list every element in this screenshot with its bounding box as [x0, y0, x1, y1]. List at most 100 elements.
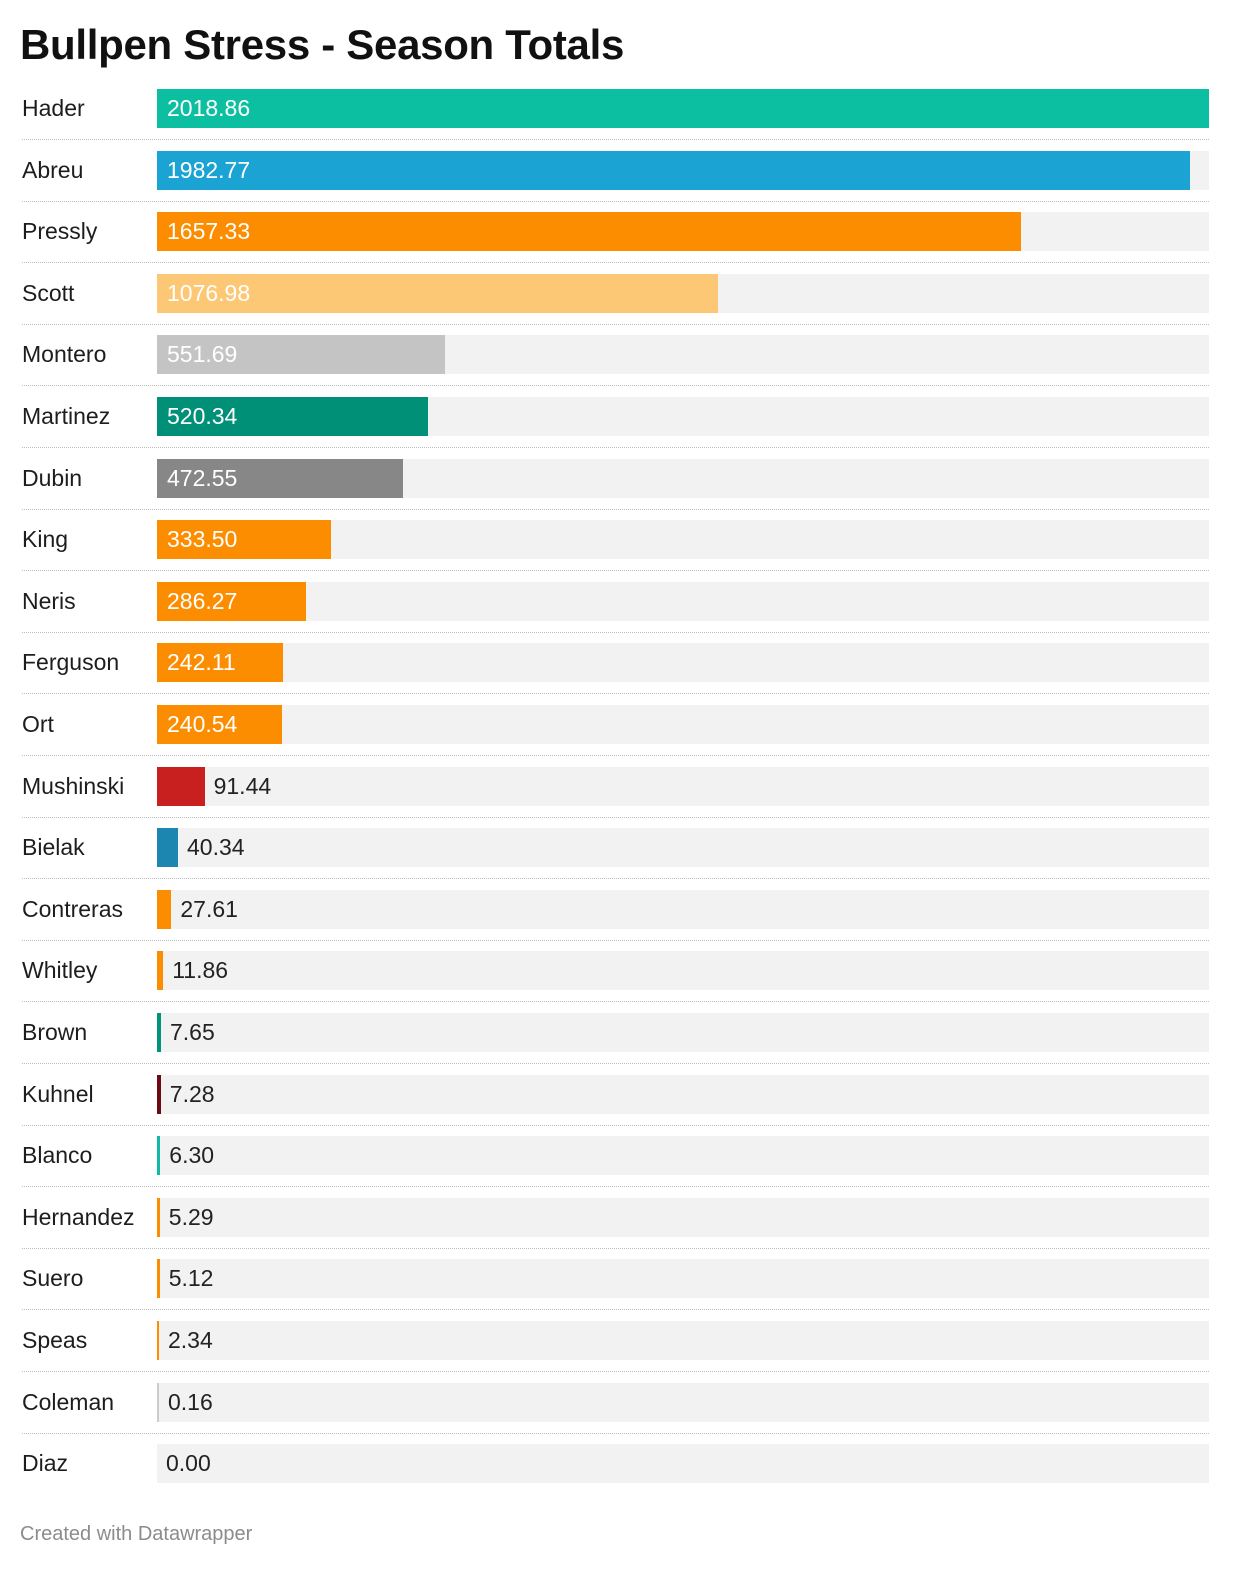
bar-value-label: 286.27	[167, 587, 238, 614]
category-label: Dubin	[22, 464, 83, 491]
bar-row: Contreras 27.61	[0, 889, 1240, 951]
bar-value-label: 472.55	[167, 464, 238, 491]
bar	[157, 1197, 160, 1237]
row-separator	[22, 1186, 1209, 1188]
row-separator	[22, 816, 1209, 818]
bar	[157, 705, 283, 744]
bar-row: Diaz 0.00	[0, 1443, 1240, 1505]
bar-value-label: 1076.98	[167, 279, 251, 306]
bar-value-label: 27.61	[180, 895, 238, 922]
bar	[157, 581, 307, 621]
category-label: Pressly	[22, 218, 98, 245]
bar-track	[157, 1197, 1209, 1237]
row-separator	[22, 1309, 1209, 1311]
row-separator	[22, 631, 1209, 633]
row-separator	[22, 1063, 1209, 1064]
bar-row: Neris 286.27	[0, 581, 1240, 643]
bar	[157, 335, 445, 375]
bar	[157, 766, 205, 806]
bar	[157, 89, 1209, 128]
bar-value-label: 5.12	[168, 1265, 214, 1292]
bar-row: Pressly 1657.33	[0, 211, 1240, 273]
bar-track	[157, 951, 1209, 991]
bar	[157, 1013, 161, 1052]
bar-row: King 333.50	[0, 519, 1240, 581]
bar-row: Abreu 1982.77	[0, 150, 1240, 212]
bar	[157, 1259, 160, 1299]
bar-track	[157, 1444, 1209, 1484]
bar-value-label: 1982.77	[167, 156, 251, 183]
bar	[157, 273, 719, 313]
category-label: Neris	[22, 587, 76, 614]
row-separator	[22, 1371, 1209, 1372]
bar	[157, 397, 429, 436]
bar-value-label: 11.86	[172, 957, 229, 984]
category-label: Abreu	[22, 156, 84, 183]
bar	[157, 828, 178, 868]
bar-track	[157, 520, 1209, 560]
category-label: Whitley	[22, 957, 98, 984]
bar-value-label: 0.16	[168, 1388, 213, 1415]
bar-value-label: 5.29	[168, 1203, 214, 1230]
bar-row: Montero 551.69	[0, 334, 1240, 396]
category-label: King	[22, 526, 69, 553]
bar	[157, 150, 1191, 190]
bar-row: Blanco 6.30	[0, 1135, 1240, 1197]
bar-value-label: 6.30	[169, 1142, 215, 1169]
bar-track	[157, 766, 1209, 806]
bar-value-label: 2.34	[168, 1327, 213, 1353]
bar	[157, 1321, 159, 1360]
bar	[157, 643, 284, 683]
bar-track	[157, 1013, 1209, 1052]
bar-track	[157, 581, 1209, 621]
bar-value-label: 2018.86	[167, 95, 251, 121]
category-label: Martinez	[22, 403, 111, 429]
category-label: Coleman	[22, 1388, 115, 1415]
bar-row: Suero 5.12	[0, 1258, 1240, 1320]
row-separator	[22, 200, 1209, 202]
bar	[157, 1074, 161, 1114]
row-separator	[22, 323, 1209, 325]
bar-row: Hernandez 5.29	[0, 1197, 1240, 1259]
bar-track	[157, 643, 1209, 683]
bar-value-label: 0.00	[166, 1450, 211, 1477]
row-separator	[22, 878, 1209, 880]
bar-value-label: 333.50	[167, 526, 238, 553]
bar-track	[157, 1321, 1209, 1360]
chart-title: Bullpen Stress - Season Totals	[20, 21, 625, 68]
bar-value-label: 40.34	[187, 834, 245, 861]
bar-row: Scott 1076.98	[0, 273, 1240, 335]
bar-track	[157, 1259, 1209, 1299]
category-label: Blanco	[22, 1142, 93, 1169]
row-separator	[22, 1247, 1209, 1249]
bar-row: Ferguson 242.11	[0, 642, 1240, 704]
bar-value-label: 240.54	[167, 711, 238, 737]
bar-value-label: 7.28	[169, 1080, 215, 1107]
category-label: Diaz	[22, 1450, 69, 1477]
bar	[157, 1382, 159, 1422]
row-separator	[22, 139, 1209, 140]
bar-track	[157, 1136, 1209, 1176]
row-separator	[22, 1124, 1209, 1126]
bar	[157, 212, 1021, 252]
bar-row: Bielak 40.34	[0, 827, 1240, 889]
row-separator	[22, 262, 1209, 264]
row-separator	[22, 508, 1209, 510]
category-label: Contreras	[22, 895, 123, 922]
category-label: Brown	[22, 1019, 88, 1045]
bar-track	[157, 889, 1209, 929]
bar-row: Martinez 520.34	[0, 396, 1240, 458]
credit-text: Created with Datawrapper	[20, 1523, 253, 1545]
bar-row: Whitley 11.86	[0, 950, 1240, 1012]
category-label: Speas	[22, 1327, 88, 1353]
bar	[157, 520, 331, 560]
bar-row: Speas 2.34	[0, 1320, 1240, 1382]
category-label: Suero	[22, 1265, 84, 1292]
bar-track	[157, 705, 1209, 744]
category-label: Bielak	[22, 834, 85, 861]
category-label: Ferguson	[22, 649, 120, 676]
bar-row: Dubin 472.55	[0, 458, 1240, 520]
bar	[157, 889, 172, 929]
bar-value-label: 242.11	[167, 649, 236, 676]
bar-value-label: 551.69	[167, 341, 238, 368]
